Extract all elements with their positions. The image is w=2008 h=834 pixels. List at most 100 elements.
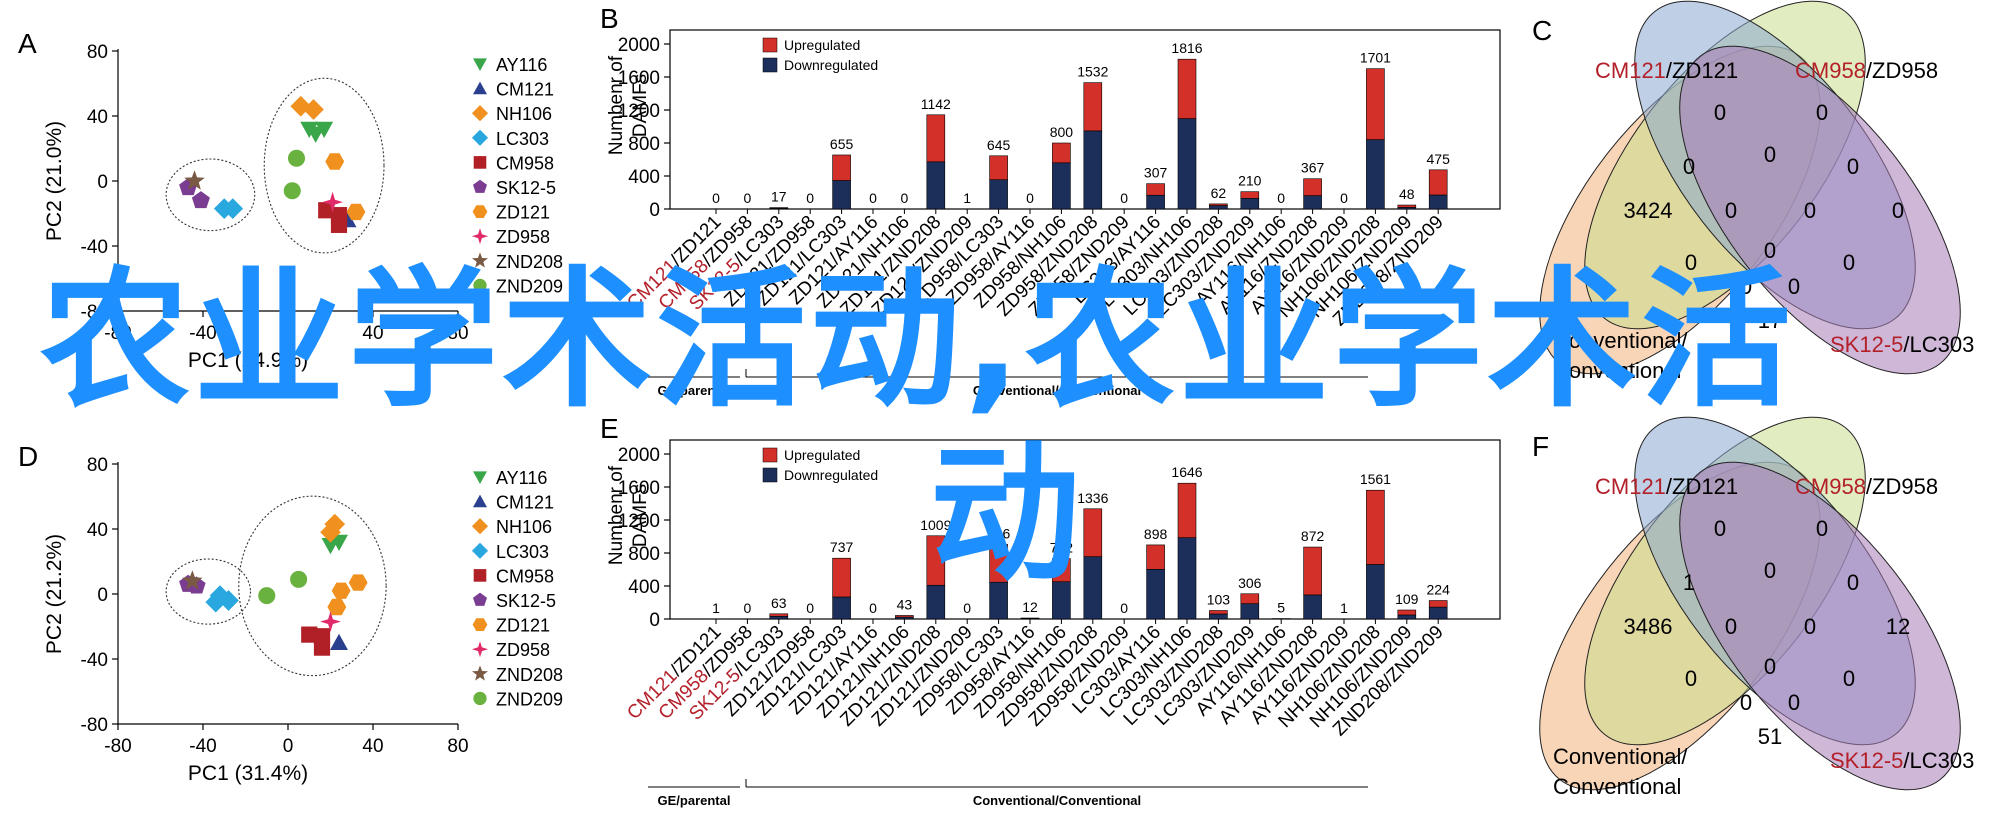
bar-downregulated <box>832 180 851 210</box>
bar-total-label: 103 <box>1207 592 1231 608</box>
watermark-line-1: 农业学术活动,农业学术活 <box>40 254 1795 428</box>
marker-diamond <box>471 105 489 122</box>
y-tick-label: 0 <box>649 610 660 631</box>
bar-total-label: 0 <box>869 190 877 206</box>
bar-upregulated <box>1428 600 1448 608</box>
legend-label: CM958 <box>496 153 554 173</box>
bar-total-label: 1532 <box>1077 64 1108 80</box>
bar-total-label: 1009 <box>920 517 951 533</box>
x-tick-label: 40 <box>362 323 383 344</box>
legend-label: SK12-5 <box>496 178 556 198</box>
bar-upregulated <box>1240 593 1260 604</box>
marker-square <box>473 569 487 582</box>
venn-region-value: 1 <box>1683 570 1695 595</box>
y-tick-label: -40 <box>81 237 108 258</box>
y-tick-label: 0 <box>97 172 108 193</box>
y-tick-label: 1600 <box>618 68 660 89</box>
venn-region-value: 0 <box>1685 250 1697 275</box>
legend-label: ZND208 <box>496 665 563 685</box>
marker-triangle-up <box>473 81 487 95</box>
marker-star4 <box>471 228 489 245</box>
bar-total-label: 1561 <box>1360 471 1391 487</box>
bar-upregulated <box>1303 546 1322 596</box>
y-axis-title: PC2 (21.2%) <box>43 534 66 654</box>
panel-letter-D: D <box>18 441 38 472</box>
marker-diamond <box>471 129 489 146</box>
x-tick-label: 40 <box>362 736 383 757</box>
pca-panel-D: D 80 40 0 -40 -80-80 -40 0 40 80 PC1 (31.4%) PC2 (2… <box>18 441 563 785</box>
group-label-conventional: Conventional/Conventional <box>973 793 1141 808</box>
bar-downregulated <box>926 161 946 210</box>
marker-square <box>330 216 348 233</box>
y-tick-label: 2000 <box>618 445 660 466</box>
venn-region-value: 0 <box>1714 516 1726 541</box>
bar-total-label: 800 <box>1050 124 1074 140</box>
venn-region-value: 3486 <box>1624 614 1673 639</box>
bar-total-label: 0 <box>744 190 752 206</box>
y-tick-label: 800 <box>628 544 660 565</box>
bar-total-label: 0 <box>1340 190 1348 206</box>
venn-label-sk125: SK12-5/LC303 <box>1830 748 1974 773</box>
legend-label: ZD958 <box>496 227 550 247</box>
venn-label-conventional-1: Conventional/ <box>1553 328 1688 353</box>
y-tick-label: 400 <box>628 577 660 598</box>
x-tick-label: 0 <box>283 323 294 344</box>
bar-downregulated <box>1146 194 1165 210</box>
venn-region-value: 0 <box>1764 654 1776 679</box>
marker-circle <box>473 691 487 706</box>
bar-total-label: 898 <box>1144 526 1168 542</box>
bar-upregulated <box>832 557 851 598</box>
bar-upregulated <box>1052 558 1071 583</box>
y-tick-label: 800 <box>628 134 660 155</box>
marker-pentagon <box>473 592 487 606</box>
marker-triangle-up <box>330 633 348 650</box>
bar-total-label: 0 <box>963 600 971 616</box>
marker-star5 <box>184 170 205 190</box>
marker-diamond <box>320 521 341 543</box>
legend-label: NH106 <box>496 104 552 124</box>
x-tick-label: -80 <box>104 323 131 344</box>
marker-star5 <box>472 252 488 268</box>
panel-letter-F: F <box>1532 431 1549 462</box>
marker-triangle-up <box>473 494 487 508</box>
bar-total-label: 1816 <box>1171 40 1202 56</box>
marker-diamond <box>471 542 489 559</box>
marker-triangle-down <box>473 471 487 484</box>
bar-upregulated <box>926 535 946 586</box>
bar-upregulated <box>989 155 1008 181</box>
marker-pentagon <box>473 179 487 193</box>
bar-total-label: 367 <box>1301 160 1325 176</box>
bar-downregulated <box>1303 594 1322 620</box>
bar-total-label: 0 <box>1026 190 1034 206</box>
cluster-ellipse <box>263 77 385 254</box>
venn-set-sk125 <box>1679 461 1961 791</box>
bar-total-label: 1142 <box>921 96 951 112</box>
x-tick-label: 0 <box>283 736 294 757</box>
bar-upregulated <box>1366 489 1385 565</box>
group-label-ge: GE/parental <box>658 383 731 398</box>
bar-upregulated <box>1428 169 1448 196</box>
venn-region-value: 0 <box>1788 690 1800 715</box>
bar-upregulated <box>1083 508 1103 557</box>
cluster-ellipse <box>165 158 256 232</box>
x-tick-label: 80 <box>447 736 468 757</box>
legend-label: LC303 <box>496 129 549 149</box>
group-label-conventional: Conventional/Conventional <box>973 383 1141 398</box>
bar-total-label: 63 <box>771 595 787 611</box>
bar-downregulated <box>1209 613 1228 620</box>
venn-region-value: 0 <box>1788 274 1800 299</box>
bar-downregulated <box>1366 564 1385 620</box>
marker-square <box>318 202 335 219</box>
bar-total-label: 48 <box>1399 186 1415 202</box>
bar-downregulated <box>1083 556 1103 620</box>
venn-region-value: 0 <box>1683 154 1695 179</box>
legend-label: ZND209 <box>496 689 563 709</box>
bar-upregulated <box>1240 191 1260 199</box>
y-tick-label: 80 <box>87 455 108 476</box>
bar-upregulated <box>1083 82 1103 132</box>
bar-upregulated <box>1209 203 1228 206</box>
legend-label-downregulated: Downregulated <box>784 57 878 73</box>
bar-downregulated <box>1240 197 1260 210</box>
marker-pentagon <box>191 191 210 209</box>
